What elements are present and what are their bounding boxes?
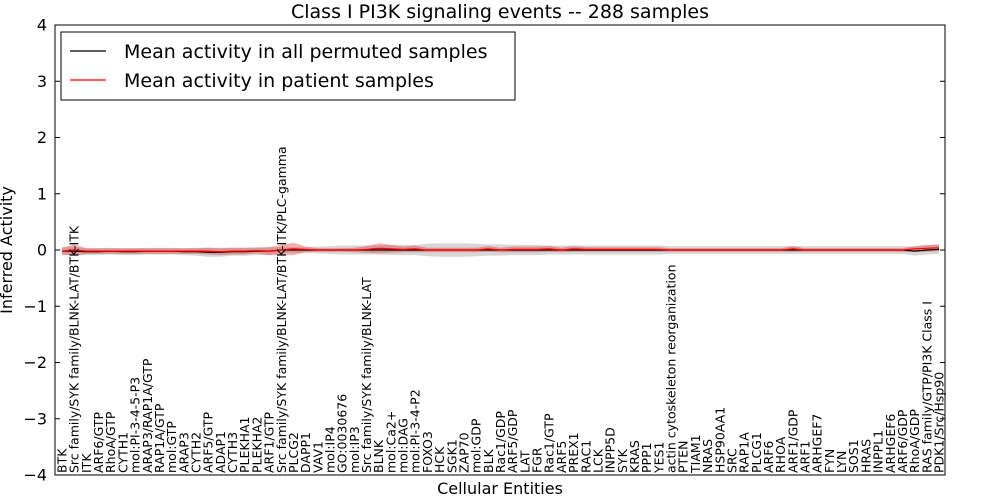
x-category-label: PREX1 (566, 432, 581, 473)
y-tick-label: −1 (23, 297, 47, 316)
x-category-label: CYTH3 (225, 432, 240, 473)
x-category-label: RHOA (773, 436, 788, 473)
y-tick-label: −3 (23, 409, 47, 428)
x-category-label: BLK (481, 448, 496, 473)
x-category-label: ZAP70 (457, 432, 472, 473)
x-category-label: ARF6/GTP (91, 412, 106, 473)
series-lines (61, 247, 940, 253)
legend-box (60, 31, 516, 101)
x-category-label: Src family/SYK family/BLNK-LAT (359, 277, 374, 473)
x-category-label: PLEKHA2 (249, 416, 264, 473)
x-category-label: PDK1/Src/Hsp90 (932, 372, 947, 473)
x-category-label: ARF5/GDP (505, 409, 520, 473)
x-category-label: LYN (834, 451, 849, 473)
y-axis-label: Inferred Activity (0, 186, 16, 314)
legend: Mean activity in all permuted samples Me… (60, 31, 516, 101)
y-tick-label: 2 (37, 128, 47, 147)
x-category-label: ARAP3/RAP1A/GTP (140, 358, 155, 473)
x-category-label: HCK (432, 446, 447, 473)
x-category-label: BLNK (371, 439, 386, 473)
x-category-label: mol:IP4 (323, 426, 338, 473)
x-category-label: Src family/SYK family/BLNK-LAT/BTK-ITK/P… (274, 146, 289, 473)
x-category-label: RAP1A/GTP (152, 403, 167, 473)
x-category-label: CYTH1 (115, 432, 130, 473)
x-category-label: PPP1 (639, 442, 654, 473)
x-category-label: TIAM1 (688, 434, 703, 474)
x-category-label: SYK (615, 448, 630, 473)
x-category-label: RhoA/GTP (103, 411, 118, 473)
x-category-label: ARF5/GTP (201, 412, 216, 473)
x-category-label: ARF6/GDP (895, 409, 910, 473)
y-tick-label: 3 (37, 72, 47, 91)
x-category-label: ARF6 (761, 441, 776, 473)
x-category-label: ARAP3 (176, 432, 191, 473)
x-category-label: FYN (822, 449, 837, 473)
x-category-label: Rac1/GTP (542, 413, 557, 473)
x-category-label: GO:0030676 (335, 394, 350, 473)
x-category-label: PLCG1 (749, 432, 764, 473)
x-category-label: NRAS (700, 439, 715, 473)
x-category-label: SRC (724, 448, 739, 473)
x-category-label: RAC1 (578, 440, 593, 473)
x-category-label: ARHGEF6 (883, 414, 898, 473)
x-category-label: INPP5D (603, 427, 618, 473)
x-category-label: Rac1/GDP (493, 411, 508, 473)
x-category-label: LAT (517, 450, 532, 473)
x-category-label: YES1 (651, 442, 666, 474)
x-category-label: mol:PI-3-4-P2 (408, 389, 423, 473)
legend-label-patient: Mean activity in patient samples (124, 70, 434, 92)
x-category-label: RAP1A (737, 432, 752, 473)
y-tick-label: −4 (23, 466, 47, 485)
series-line-patient (61, 247, 940, 253)
x-category-label: ARF1/GTP (262, 412, 277, 473)
x-category-label: BTK (55, 448, 70, 473)
y-axis-ticks: 4 3 2 1 0 −1 −2 −3 −4 (23, 16, 945, 485)
x-category-label: RhoA/GDP (907, 409, 922, 473)
x-category-label: INPPL1 (871, 430, 886, 473)
x-category-label: LCK (590, 448, 605, 473)
x-category-label: mol:PI-3-4-5-P3 (128, 377, 143, 473)
x-category-label: FOXO3 (420, 431, 435, 473)
x-category-label: mol:DAG (396, 418, 411, 473)
x-category-label: KRAS (627, 440, 642, 473)
band-patient (62, 242, 939, 256)
x-category-label: Src family/SYK family/BLNK-LAT/BTK-ITK (67, 225, 82, 473)
x-category-label: mol:IP3 (347, 426, 362, 473)
x-category-label: FGR (530, 447, 545, 473)
x-category-label: ARHGEF7 (810, 414, 825, 473)
x-category-label: SOS1 (846, 439, 861, 473)
y-tick-label: 1 (37, 184, 47, 203)
y-tick-label: 4 (37, 16, 47, 35)
x-category-label: mol:GDP (469, 418, 484, 473)
x-category-label: CYTH2 (189, 432, 204, 473)
y-tick-label: 0 (37, 241, 47, 260)
x-category-label: VAV1 (310, 441, 325, 473)
x-category-label: SGK1 (444, 439, 459, 473)
x-category-label: mol:GTP (164, 421, 179, 473)
x-category-label: actin cytoskeleton reorganization (664, 264, 679, 473)
x-category-label: DAPP1 (298, 432, 313, 473)
x-category-label: mol:Ca2+ (383, 411, 398, 473)
x-category-label: ADAP1 (213, 431, 228, 473)
x-category-label: ARF1/GDP (785, 409, 800, 473)
legend-label-permuted: Mean activity in all permuted samples (124, 41, 487, 63)
x-category-label: PLEKHA1 (237, 416, 252, 473)
x-axis-label: Cellular Entities (437, 479, 563, 498)
x-category-label: PLCG2 (286, 432, 301, 473)
x-category-label: HRAS (858, 439, 873, 473)
x-category-label: HSP90AA1 (712, 407, 727, 473)
x-category-label: PTEN (676, 441, 691, 473)
chart-title: Class I PI3K signaling events -- 288 sam… (291, 1, 709, 23)
x-category-label: ITK (79, 453, 94, 473)
x-category-label: RAS family/GTP/PI3K Class I (919, 301, 934, 473)
x-category-label: ARF5 (554, 441, 569, 473)
y-tick-label: −2 (23, 353, 47, 372)
x-category-label: ARF1 (798, 441, 813, 473)
